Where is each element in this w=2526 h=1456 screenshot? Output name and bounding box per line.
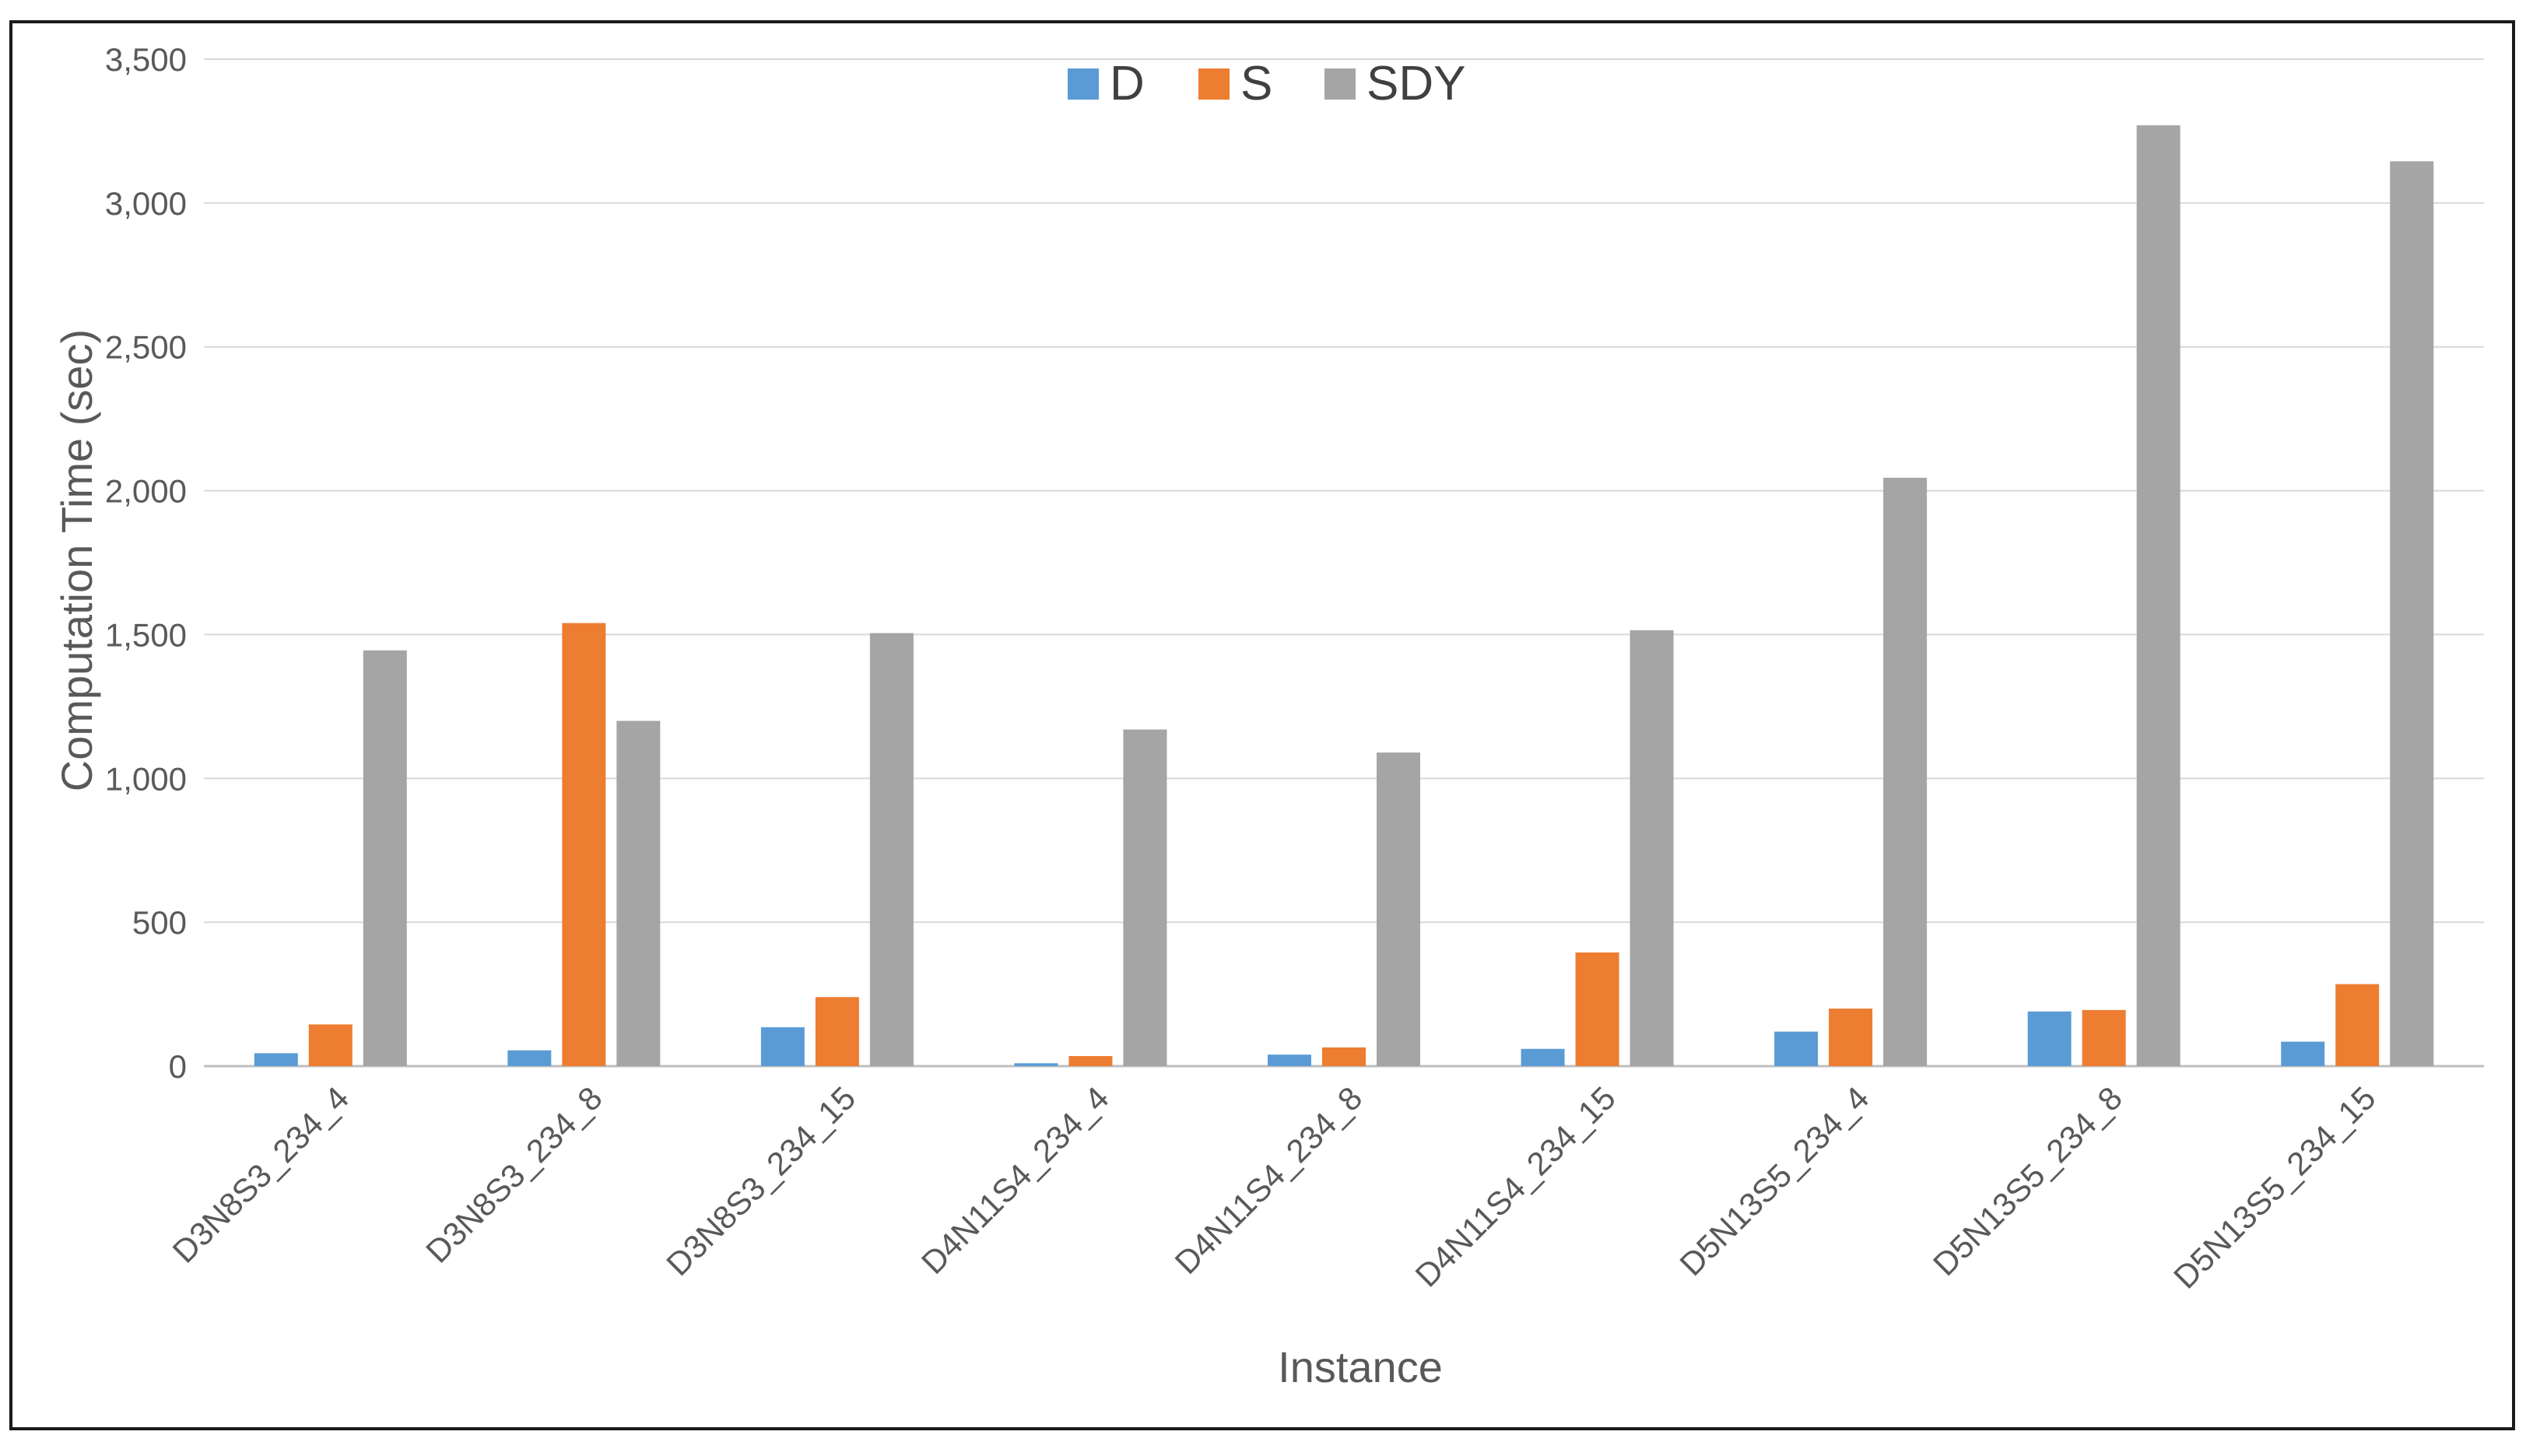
bar-s-d3n8s3_234_8 bbox=[562, 623, 606, 1066]
bar-s-d3n8s3_234_15 bbox=[815, 997, 859, 1066]
y-axis: 0 500 1,000 1,500 2,000 2,500 3,000 3,500 bbox=[105, 41, 187, 1085]
y-tick-label: 3,500 bbox=[105, 41, 187, 78]
bar-sdy-d4n11s4_234_4 bbox=[1123, 729, 1167, 1066]
bar-d-d4n11s4_234_8 bbox=[1268, 1054, 1311, 1066]
bar-s-d4n11s4_234_15 bbox=[1575, 952, 1619, 1066]
legend-label-sdy: SDY bbox=[1366, 57, 1465, 111]
legend-swatch-sdy bbox=[1324, 68, 1356, 100]
bar-s-d5n13s5_234_15 bbox=[2335, 984, 2380, 1066]
legend: D S SDY bbox=[1068, 57, 1465, 111]
y-tick-label: 3,000 bbox=[105, 185, 187, 222]
bar-sdy-d4n11s4_234_15 bbox=[1630, 630, 1674, 1066]
bar-d-d4n11s4_234_15 bbox=[1521, 1048, 1565, 1066]
bar-s-d3n8s3_234_4 bbox=[308, 1024, 353, 1066]
bar-d-d3n8s3_234_4 bbox=[254, 1053, 298, 1066]
bar-d-d5n13s5_234_8 bbox=[2027, 1011, 2072, 1066]
bar-sdy-d3n8s3_234_8 bbox=[616, 721, 661, 1066]
y-tick-label: 2,000 bbox=[105, 473, 187, 510]
bar-d-d3n8s3_234_15 bbox=[760, 1027, 805, 1066]
bar-d-d3n8s3_234_8 bbox=[507, 1050, 552, 1066]
bar-s-d4n11s4_234_4 bbox=[1068, 1056, 1113, 1066]
bar-sdy-d5n13s5_234_4 bbox=[1883, 477, 1928, 1066]
bar-d-d5n13s5_234_4 bbox=[1774, 1031, 1819, 1066]
bar-sdy-d5n13s5_234_15 bbox=[2390, 161, 2434, 1067]
bar-sdy-d5n13s5_234_8 bbox=[2136, 125, 2180, 1066]
bar-s-d5n13s5_234_4 bbox=[1829, 1009, 1873, 1066]
bars bbox=[254, 125, 2434, 1067]
chart-border bbox=[9, 20, 2515, 1430]
legend-swatch-d bbox=[1068, 68, 1099, 100]
y-tick-label: 500 bbox=[132, 904, 187, 941]
bar-d-d4n11s4_234_4 bbox=[1014, 1063, 1058, 1066]
y-tick-label: 0 bbox=[169, 1048, 187, 1085]
y-tick-label: 1,500 bbox=[105, 616, 187, 653]
y-axis-title: Computation Time (sec) bbox=[52, 329, 101, 791]
bar-d-d5n13s5_234_15 bbox=[2281, 1041, 2325, 1066]
legend-swatch-s bbox=[1198, 68, 1230, 100]
x-axis-title: Instance bbox=[1278, 1342, 1443, 1391]
legend-label-d: D bbox=[1110, 57, 1145, 111]
bar-sdy-d3n8s3_234_4 bbox=[363, 650, 407, 1066]
y-tick-label: 1,000 bbox=[105, 760, 187, 797]
bar-s-d4n11s4_234_8 bbox=[1322, 1047, 1366, 1066]
bar-sdy-d3n8s3_234_15 bbox=[869, 633, 914, 1066]
bar-sdy-d4n11s4_234_8 bbox=[1377, 753, 1420, 1066]
legend-label-s: S bbox=[1240, 57, 1272, 111]
bar-s-d5n13s5_234_8 bbox=[2082, 1009, 2126, 1066]
y-tick-label: 2,500 bbox=[105, 329, 187, 366]
